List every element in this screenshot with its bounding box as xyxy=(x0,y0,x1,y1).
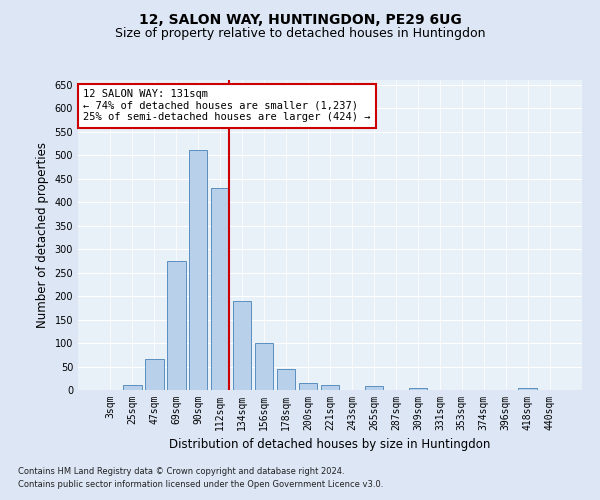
Bar xyxy=(167,261,185,390)
Text: Contains public sector information licensed under the Open Government Licence v3: Contains public sector information licen… xyxy=(18,480,383,489)
Bar xyxy=(145,360,164,390)
Text: Size of property relative to detached houses in Huntingdon: Size of property relative to detached ho… xyxy=(115,28,485,40)
Bar xyxy=(211,188,229,390)
Bar xyxy=(233,301,251,390)
Text: 12 SALON WAY: 131sqm
← 74% of detached houses are smaller (1,237)
25% of semi-de: 12 SALON WAY: 131sqm ← 74% of detached h… xyxy=(83,90,371,122)
Bar xyxy=(299,383,317,390)
Bar xyxy=(189,150,208,390)
Text: 12, SALON WAY, HUNTINGDON, PE29 6UG: 12, SALON WAY, HUNTINGDON, PE29 6UG xyxy=(139,12,461,26)
Bar xyxy=(518,388,537,390)
Text: Contains HM Land Registry data © Crown copyright and database right 2024.: Contains HM Land Registry data © Crown c… xyxy=(18,467,344,476)
Bar xyxy=(255,343,274,390)
Bar xyxy=(409,388,427,390)
X-axis label: Distribution of detached houses by size in Huntingdon: Distribution of detached houses by size … xyxy=(169,438,491,452)
Bar xyxy=(277,369,295,390)
Bar xyxy=(365,386,383,390)
Bar xyxy=(320,386,340,390)
Y-axis label: Number of detached properties: Number of detached properties xyxy=(36,142,49,328)
Bar xyxy=(123,386,142,390)
